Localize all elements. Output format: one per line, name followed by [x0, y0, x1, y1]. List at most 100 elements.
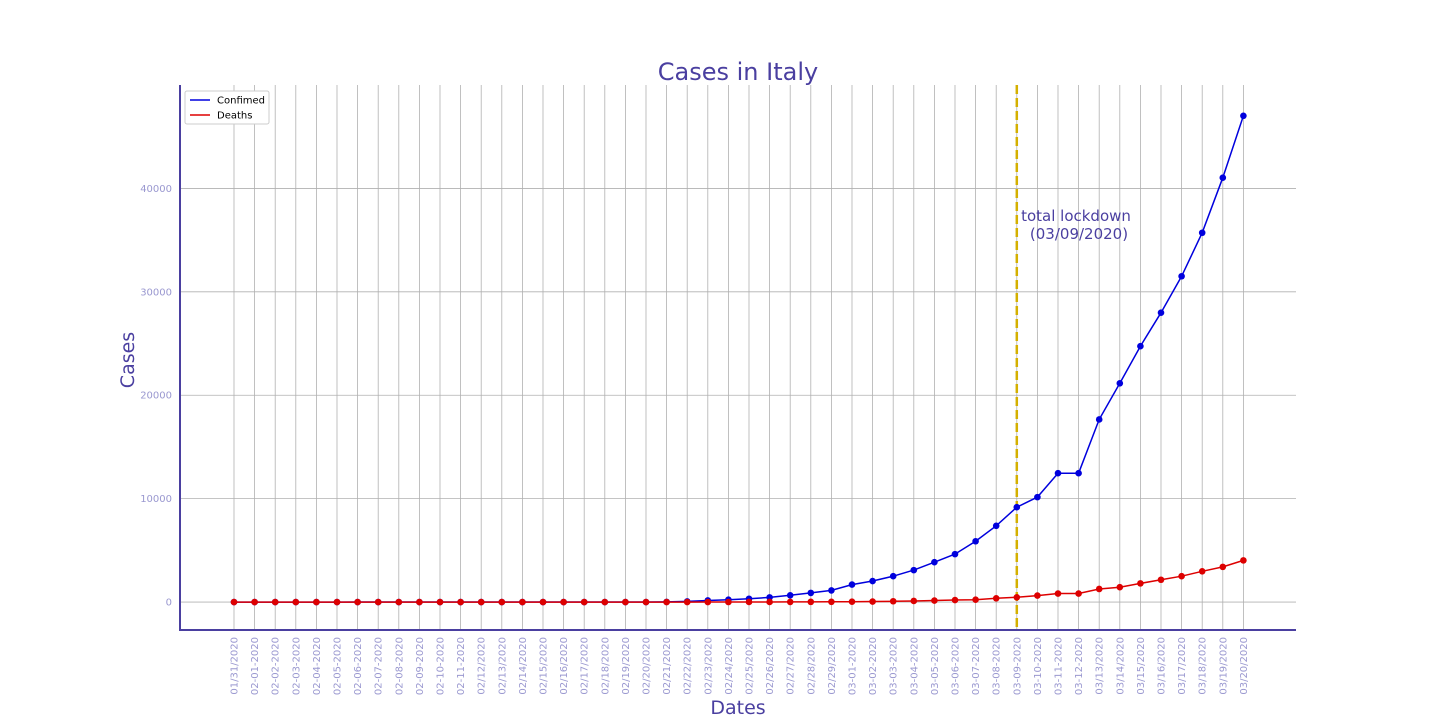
point-confimed-38 [1013, 503, 1021, 511]
x-tick-label-48: 03/19/2020 [1218, 637, 1229, 695]
x-tick-label-19: 02/19/2020 [621, 637, 632, 695]
point-confimed-41 [1075, 469, 1082, 477]
x-tick-label-21: 02/21/2020 [662, 637, 673, 695]
x-tick-label-25: 02/25/2020 [745, 637, 756, 695]
point-deaths-4 [313, 598, 320, 606]
x-tick-label-13: 02/13/2020 [497, 637, 508, 695]
y-axis-label: Cases [117, 332, 139, 388]
x-tick-label-36: 03-07-2020 [971, 637, 982, 695]
x-tick-label-16: 02/16/2020 [559, 637, 570, 695]
point-deaths-26 [766, 598, 773, 606]
x-tick-label-17: 02/17/2020 [580, 637, 591, 695]
point-deaths-45 [1157, 576, 1165, 584]
x-tick-label-42: 03/13/2020 [1095, 637, 1106, 695]
chart-title: Cases in Italy [658, 58, 818, 86]
point-deaths-6 [354, 598, 361, 606]
point-deaths-17 [580, 598, 588, 606]
x-tick-label-34: 03-05-2020 [930, 637, 941, 695]
series-line-deaths [234, 559, 1244, 603]
x-tick-label-22: 02/22/2020 [683, 637, 694, 695]
point-deaths-33 [910, 597, 918, 605]
x-tick-label-23: 02/23/2020 [703, 637, 714, 695]
point-deaths-42 [1095, 585, 1103, 593]
x-tick-label-29: 02/29/2020 [827, 637, 838, 695]
point-confimed-42 [1095, 416, 1103, 423]
x-tick-label-40: 03-11-2020 [1054, 637, 1065, 695]
point-deaths-46 [1178, 572, 1185, 580]
y-tick-label-0: 0 [166, 598, 172, 609]
point-deaths-39 [1034, 592, 1041, 599]
point-deaths-20 [642, 598, 650, 606]
point-deaths-0 [230, 598, 238, 606]
point-deaths-43 [1116, 583, 1124, 591]
point-confimed-32 [889, 572, 897, 580]
x-tick-label-38: 03-09-2020 [1012, 637, 1023, 695]
y-tick-label-10000: 10000 [140, 494, 172, 505]
point-deaths-21 [663, 598, 670, 606]
point-deaths-23 [704, 598, 712, 606]
x-tick-label-46: 03/17/2020 [1177, 637, 1188, 695]
point-confimed-43 [1116, 379, 1124, 387]
point-confimed-29 [828, 587, 835, 594]
x-tick-label-8: 02-08-2020 [394, 637, 405, 695]
point-confimed-26 [766, 594, 773, 601]
point-deaths-48 [1219, 563, 1227, 571]
x-tick-label-28: 02/28/2020 [806, 637, 817, 695]
point-confimed-40 [1054, 469, 1062, 477]
point-deaths-16 [560, 598, 567, 606]
point-confimed-46 [1178, 272, 1185, 280]
x-tick-label-6: 02-06-2020 [353, 637, 364, 695]
point-deaths-19 [622, 598, 629, 606]
x-axis-label: Dates [710, 697, 765, 719]
point-confimed-37 [992, 522, 1000, 530]
point-confimed-48 [1219, 174, 1227, 182]
point-deaths-49 [1240, 557, 1247, 564]
x-tick-label-26: 02/26/2020 [765, 637, 776, 695]
point-deaths-31 [869, 598, 876, 605]
point-deaths-7 [374, 598, 382, 606]
point-deaths-25 [745, 598, 753, 606]
annotation-line2: (03/09/2020) [1030, 225, 1128, 243]
point-deaths-12 [477, 598, 485, 606]
series-group [230, 112, 1247, 606]
y-tick-labels: 0 10000 20000 30000 40000 [140, 184, 172, 609]
point-deaths-18 [601, 598, 609, 606]
x-tick-label-41: 03-12-2020 [1074, 637, 1085, 695]
point-deaths-28 [807, 598, 815, 606]
x-tick-label-20: 02/20/2020 [642, 637, 653, 695]
x-tick-label-27: 02/27/2020 [786, 637, 797, 695]
point-confimed-47 [1198, 229, 1206, 237]
x-tick-label-47: 03/18/2020 [1198, 637, 1209, 695]
point-confimed-39 [1034, 493, 1041, 501]
x-tick-label-45: 03/16/2020 [1157, 637, 1168, 695]
point-deaths-47 [1198, 567, 1206, 575]
point-confimed-31 [869, 577, 876, 585]
x-tick-label-33: 03-04-2020 [909, 637, 920, 695]
point-deaths-14 [519, 598, 526, 606]
grid [180, 85, 1296, 630]
x-tick-label-15: 02/15/2020 [539, 637, 550, 695]
x-tick-label-7: 02-07-2020 [374, 637, 385, 695]
x-tick-label-1: 02-01-2020 [250, 637, 261, 695]
x-tick-label-30: 03-01-2020 [848, 637, 859, 695]
x-tick-label-3: 02-03-2020 [291, 637, 302, 695]
x-tick-label-35: 03-06-2020 [951, 637, 962, 695]
point-confimed-28 [807, 589, 815, 597]
point-confimed-34 [931, 558, 938, 566]
point-confimed-36 [972, 537, 979, 545]
x-tick-label-5: 02-05-2020 [333, 637, 344, 695]
x-tick-label-2: 02-02-2020 [271, 637, 282, 695]
point-deaths-36 [972, 596, 979, 603]
x-tick-label-9: 02-09-2020 [415, 637, 426, 695]
x-tick-label-10: 02-10-2020 [436, 637, 447, 695]
x-tick-label-49: 03/20/2020 [1239, 637, 1250, 695]
x-tick-label-18: 02/18/2020 [600, 637, 611, 695]
point-deaths-29 [828, 598, 835, 606]
point-deaths-37 [992, 594, 1000, 602]
point-deaths-27 [786, 598, 794, 606]
point-deaths-24 [725, 598, 732, 606]
point-deaths-44 [1137, 580, 1144, 587]
x-tick-label-24: 02/24/2020 [724, 637, 735, 695]
legend-label-confimed: Confimed [217, 96, 265, 107]
